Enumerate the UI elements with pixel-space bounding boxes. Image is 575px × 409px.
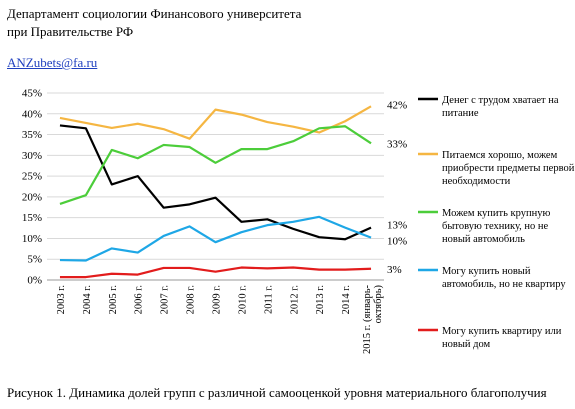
header-org-line-2: при Правительстве РФ <box>7 24 134 39</box>
y-tick-label: 45% <box>22 88 42 100</box>
x-tick-label: 2011 г. <box>263 285 274 314</box>
y-tick-label: 20% <box>22 191 42 203</box>
series-end-label: 13% <box>387 220 407 232</box>
x-tick-group: 2014 г. <box>341 285 352 314</box>
x-tick-label: 2009 г. <box>212 285 223 314</box>
series-line <box>59 266 372 279</box>
x-tick-group: 2015 г. (январь-октябрь) <box>362 285 384 354</box>
legend-item-label: Могу купить новый автомобиль, но не кварт… <box>442 266 566 290</box>
x-tick-label: 2015 г. (январь-октябрь) <box>362 285 384 354</box>
series-end-label: 42% <box>387 99 407 111</box>
series-end-label: 33% <box>387 138 407 150</box>
line-chart: 0% 5% 10% 15% 20% 25% 30% 35% 40% 45% 2003 г. 2004 … <box>22 88 575 354</box>
x-tick-group: 2011 г. <box>263 285 274 314</box>
y-tick-label: 10% <box>22 233 42 245</box>
x-tick-label: 2005 г. <box>108 285 119 314</box>
series-line <box>59 215 372 262</box>
y-tick-label: 35% <box>22 129 42 141</box>
x-tick-group: 2006 г. <box>134 285 145 314</box>
legend-item-label: Можем купить крупную бытовую технику, но … <box>442 208 551 245</box>
y-tick-label: 30% <box>22 150 42 162</box>
series-line <box>59 105 372 140</box>
x-tick-group: 2003 г. <box>56 285 67 314</box>
x-tick-group: 2009 г. <box>212 285 223 314</box>
series-end-label: 3% <box>387 264 402 276</box>
legend-item-label: Денег с трудом хватает на питание <box>442 95 559 119</box>
series-line <box>59 124 372 241</box>
x-tick-label: 2003 г. <box>56 285 67 314</box>
x-tick-group: 2010 г. <box>237 285 248 314</box>
y-tick-label: 0% <box>27 275 42 287</box>
series-line <box>59 125 372 205</box>
x-tick-label: 2007 г. <box>160 285 171 314</box>
y-tick-label: 15% <box>22 212 42 224</box>
series-end-label: 10% <box>387 236 407 248</box>
x-tick-group: 2007 г. <box>160 285 171 314</box>
x-tick-group: 2008 г. <box>186 285 197 314</box>
x-tick-label: 2008 г. <box>186 285 197 314</box>
x-tick-label: 2013 г. <box>315 285 326 314</box>
x-tick-label: 2006 г. <box>134 285 145 314</box>
x-tick-group: 2013 г. <box>315 285 326 314</box>
x-tick-label: 2014 г. <box>341 285 352 314</box>
figure-caption: Рисунок 1. Динамика долей групп с различ… <box>7 385 547 400</box>
y-tick-label: 40% <box>22 108 42 120</box>
x-tick-label: 2010 г. <box>237 285 248 314</box>
header-org-line-1: Департамент социологии Финансового униве… <box>7 6 302 21</box>
y-tick-label: 5% <box>27 254 42 266</box>
contact-email-link[interactable]: ANZubets@fa.ru <box>7 55 98 70</box>
x-tick-group: 2012 г. <box>289 285 300 314</box>
x-tick-group: 2004 г. <box>82 285 93 314</box>
x-tick-label: 2012 г. <box>289 285 300 314</box>
x-tick-label: 2004 г. <box>82 285 93 314</box>
legend-item-label: Питаемся хорошо, можем приобрести предмет… <box>442 150 575 187</box>
y-tick-label: 25% <box>22 171 42 183</box>
x-tick-group: 2005 г. <box>108 285 119 314</box>
legend-item-label: Могу купить квартиру или новый дом <box>442 326 562 350</box>
